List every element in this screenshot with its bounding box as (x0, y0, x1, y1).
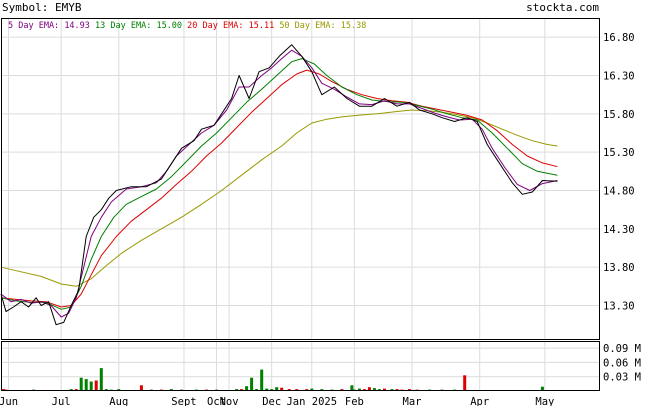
price-axis-labels: 16.80 16.30 15.80 15.30 14.80 14.30 13.80 13.30 (603, 32, 635, 312)
date-tick-label-7: Jan 2025 (286, 396, 337, 406)
date-tick-label-8: Feb (345, 396, 364, 406)
volume-axis-labels: 0.09 M 0.06 M 0.03 M (603, 343, 641, 384)
volume-bar-14 (139, 385, 143, 391)
volume-bar-27 (260, 369, 264, 391)
volume-tick-label-1: 0.06 M (603, 357, 641, 369)
date-tick-label-10: Apr (470, 396, 489, 406)
legend-ema5-value: 14.93 (64, 21, 90, 31)
volume-bar-57 (540, 386, 544, 391)
legend-ema13-value: 15.00 (156, 21, 182, 31)
volume-bar-42 (357, 388, 361, 391)
legend-ema50-label: 50 Day EMA: (279, 21, 335, 31)
price-tick-label-7: 13.30 (603, 301, 635, 313)
date-tick-label-3: Sept (171, 396, 196, 406)
price-tick-label-3: 15.30 (603, 147, 635, 159)
date-tick-label-6: Dec (262, 396, 281, 406)
price-tick-label-1: 16.30 (603, 71, 635, 83)
date-tick-label-0: Jun (0, 396, 18, 406)
legend-ema20-label: 20 Day EMA: (187, 21, 243, 31)
price-tick-label-4: 14.80 (603, 186, 635, 198)
volume-bar-44 (367, 387, 371, 391)
volume-bar-56 (463, 375, 467, 391)
volume-bar-28 (265, 388, 269, 391)
legend-ema50-value: 15.38 (341, 21, 367, 31)
site-name: stockta.com (526, 1, 599, 14)
volume-bar-9 (94, 380, 98, 391)
volume-bar-45 (372, 388, 376, 391)
date-tick-label-2: Aug (109, 396, 128, 406)
volume-bar-30 (275, 387, 279, 391)
series-line-20-day-ema (0, 69, 558, 308)
legend-ema20-value: 15.11 (249, 21, 275, 31)
legend: 5 Day EMA: 14.93 13 Day EMA: 15.00 20 Da… (8, 21, 366, 31)
volume-panel-frame (1, 341, 600, 391)
volume-tick-label-0: 0.09 M (603, 343, 641, 355)
series-line-13-day-ema (0, 58, 558, 310)
price-tick-label-5: 14.30 (603, 224, 635, 236)
price-line (0, 44, 558, 326)
date-tick-label-9: Mar (403, 396, 422, 406)
date-tick-label-11: May (535, 396, 554, 406)
volume-bar-7 (84, 379, 88, 391)
volume-bar-10 (99, 368, 103, 391)
price-tick-label-6: 13.80 (603, 262, 635, 274)
volume-bar-25 (250, 377, 254, 391)
volume-bar-41 (350, 385, 354, 391)
volume-bar-47 (383, 388, 386, 391)
volume-bar-8 (89, 381, 93, 391)
date-tick-label-1: Jul (52, 396, 71, 406)
volume-bar-6 (79, 377, 83, 391)
date-tick-label-4: Oct (207, 396, 226, 406)
price-tick-label-2: 15.80 (603, 109, 635, 121)
grid (1, 18, 600, 391)
volume-bar-24 (245, 386, 249, 391)
legend-ema5-label: 5 Day EMA: (8, 21, 59, 31)
volume-tick-label-2: 0.03 M (603, 372, 641, 384)
volume-bar-35 (310, 388, 314, 391)
series-layer (0, 44, 558, 326)
symbol-label: Symbol: EMYB (2, 1, 82, 14)
legend-ema13-label: 13 Day EMA: (95, 21, 151, 31)
date-tick-label-5: Nov (220, 396, 239, 406)
volume-bar-31 (280, 387, 284, 391)
series-line-50-day-ema (0, 109, 558, 287)
price-panel-frame (1, 18, 600, 340)
panel-frames (1, 18, 600, 391)
price-tick-label-0: 16.80 (603, 32, 635, 44)
